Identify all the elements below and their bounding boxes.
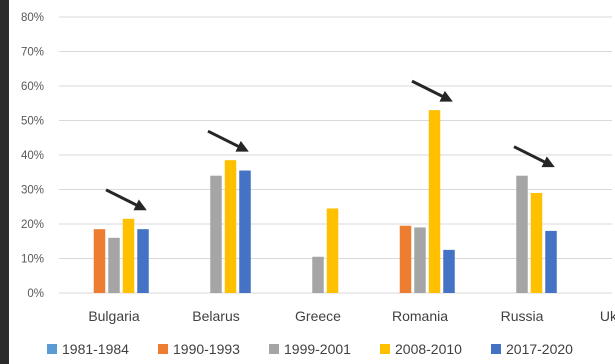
legend: 1981-1984 1990-1993 1999-2001 2008-2010 2017… <box>47 341 573 357</box>
bar <box>108 237 120 293</box>
legend-label: 1990-1993 <box>173 341 240 357</box>
y-tick-label: 40% <box>21 150 44 162</box>
y-axis-ticks: 0% 10% 20% 30% 40% 50% 60% 70% 80% <box>21 12 44 300</box>
annotation-arrow <box>513 145 555 168</box>
bar <box>122 218 135 293</box>
y-tick-label: 60% <box>21 81 44 93</box>
legend-swatch <box>158 344 168 354</box>
y-tick-label: 20% <box>21 219 44 231</box>
bar <box>414 227 426 293</box>
bar <box>443 249 455 293</box>
bar <box>224 160 237 293</box>
legend-swatch <box>491 344 501 354</box>
legend-label: 2017-2020 <box>506 341 573 357</box>
annotation-arrow <box>411 79 453 102</box>
bar <box>137 229 149 293</box>
x-axis-categories: Bulgaria Belarus Greece Romania Russia Ukrain… <box>88 308 615 324</box>
y-tick-label: 10% <box>21 254 44 266</box>
y-tick-label: 30% <box>21 185 44 197</box>
x-category-label: Russia <box>501 308 544 324</box>
annotation-arrows <box>105 79 555 211</box>
legend-swatch <box>47 344 57 354</box>
x-category-label: Ukraine <box>600 308 615 324</box>
window-edge <box>0 0 9 364</box>
y-tick-label: 70% <box>21 47 44 59</box>
bar <box>399 225 412 293</box>
bar <box>312 256 324 293</box>
bar <box>545 230 557 293</box>
legend-label: 1999-2001 <box>284 341 351 357</box>
x-category-label: Greece <box>295 308 341 324</box>
annotation-arrow <box>105 188 147 211</box>
x-category-label: Romania <box>392 308 448 324</box>
bar <box>428 110 441 294</box>
legend-label: 1981-1984 <box>62 341 129 357</box>
x-category-label: Bulgaria <box>88 308 140 324</box>
legend-swatch <box>380 344 390 354</box>
x-category-label: Belarus <box>192 308 239 324</box>
bar <box>239 170 251 293</box>
bars <box>93 110 557 294</box>
bar <box>93 229 106 293</box>
legend-label: 2008-2010 <box>395 341 462 357</box>
annotation-arrow <box>207 129 249 152</box>
bar <box>516 175 528 293</box>
y-tick-label: 80% <box>21 12 44 24</box>
y-tick-label: 0% <box>27 288 44 300</box>
bar <box>326 208 339 293</box>
bar <box>530 192 543 293</box>
y-tick-label: 50% <box>21 116 44 128</box>
legend-swatch <box>269 344 279 354</box>
bar <box>210 175 222 293</box>
